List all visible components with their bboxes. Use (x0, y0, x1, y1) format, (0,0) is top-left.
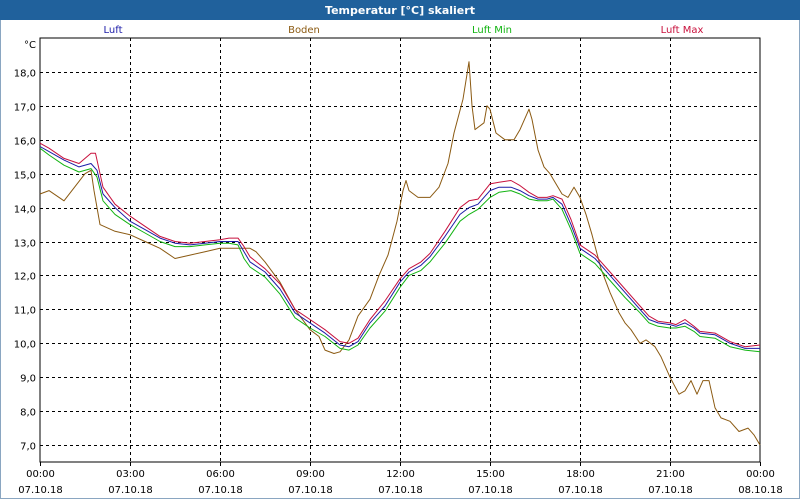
x-tick-time-label: 12:00 (386, 469, 415, 480)
y-tick-label: 10,0 (14, 340, 36, 351)
y-tick-label: 18,0 (14, 69, 36, 80)
y-tick-label: 9,0 (20, 374, 36, 385)
series-line-luft (39, 146, 760, 349)
y-tick-label: 11,0 (14, 306, 36, 317)
y-tick-label: 16,0 (14, 137, 36, 148)
labels-layer: 7,0 8,0 9,0 10,0 11,0 12,0 13,0 14,0 15,0 16,0 17,… (14, 25, 783, 496)
axes-layer (39, 37, 761, 466)
x-tick-date-label: 07.10.18 (198, 485, 243, 496)
x-tick-time-label: 03:00 (116, 469, 145, 480)
x-tick-time-label: 09:00 (296, 469, 325, 480)
x-tick-date-label: 07.10.18 (558, 485, 603, 496)
y-tick-label: 12,0 (14, 272, 36, 283)
y-axis-unit-label: °C (24, 40, 36, 51)
x-tick-date-label: 07.10.18 (288, 485, 333, 496)
x-tick-time-label: 00:00 (26, 469, 55, 480)
x-tick-time-label: 18:00 (566, 469, 595, 480)
legend-item-boden: Boden (288, 25, 320, 36)
window-title: Temperatur [°C] skaliert (325, 3, 475, 17)
legend-item-luft-min: Luft Min (472, 25, 512, 36)
x-tick-time-label: 00:00 (746, 469, 775, 480)
x-tick-date-label: 07.10.18 (18, 485, 63, 496)
y-tick-label: 13,0 (14, 239, 36, 250)
y-tick-label: 8,0 (20, 408, 36, 419)
series-layer (39, 61, 761, 446)
y-tick-label: 15,0 (14, 171, 36, 182)
x-tick-date-label: 07.10.18 (378, 485, 423, 496)
x-tick-time-label: 15:00 (476, 469, 505, 480)
window-title-bar: Temperatur [°C] skaliert (0, 0, 800, 20)
series-line-luft-min (39, 147, 761, 353)
series-line-boden (39, 61, 761, 446)
y-tick-label: 7,0 (20, 442, 36, 453)
y-tick-label: 17,0 (14, 103, 36, 114)
x-tick-time-label: 06:00 (206, 469, 235, 480)
x-tick-date-label: 07.10.18 (648, 485, 693, 496)
x-tick-date-label: 07.10.18 (468, 485, 513, 496)
legend-item-luft-max: Luft Max (661, 25, 704, 36)
grid-layer (40, 38, 760, 462)
legend-item-luft: Luft (104, 25, 123, 36)
x-tick-time-label: 21:00 (656, 469, 685, 480)
y-tick-label: 14,0 (14, 205, 36, 216)
x-tick-date-label: 08.10.18 (738, 485, 783, 496)
series-line-luft-max (39, 142, 761, 348)
x-tick-date-label: 07.10.18 (108, 485, 153, 496)
